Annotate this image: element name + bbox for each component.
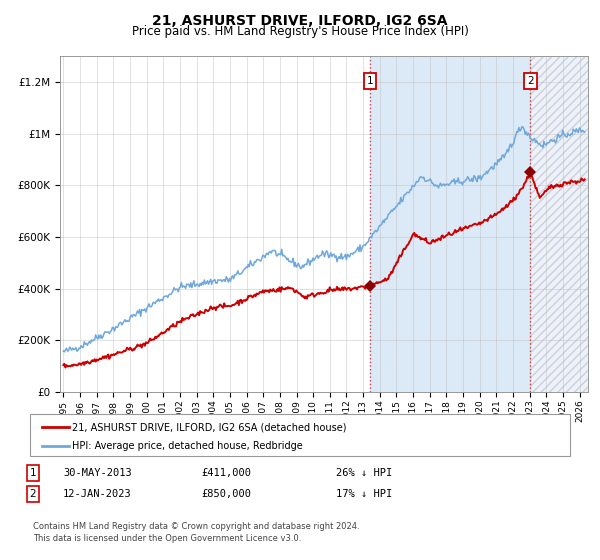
Text: 12-JAN-2023: 12-JAN-2023 bbox=[63, 489, 132, 499]
Text: Contains HM Land Registry data © Crown copyright and database right 2024.
This d: Contains HM Land Registry data © Crown c… bbox=[33, 522, 359, 543]
Text: 2: 2 bbox=[29, 489, 37, 499]
Text: 21, ASHURST DRIVE, ILFORD, IG2 6SA (detached house): 21, ASHURST DRIVE, ILFORD, IG2 6SA (deta… bbox=[72, 422, 347, 432]
Bar bbox=[530, 56, 588, 392]
Text: 30-MAY-2013: 30-MAY-2013 bbox=[63, 468, 132, 478]
Bar bbox=[530, 56, 588, 392]
Text: 2: 2 bbox=[527, 76, 533, 86]
Text: 21, ASHURST DRIVE, ILFORD, IG2 6SA: 21, ASHURST DRIVE, ILFORD, IG2 6SA bbox=[152, 14, 448, 28]
Text: 1: 1 bbox=[29, 468, 37, 478]
Text: 26% ↓ HPI: 26% ↓ HPI bbox=[336, 468, 392, 478]
Text: Price paid vs. HM Land Registry's House Price Index (HPI): Price paid vs. HM Land Registry's House … bbox=[131, 25, 469, 38]
Text: £411,000: £411,000 bbox=[201, 468, 251, 478]
Text: £850,000: £850,000 bbox=[201, 489, 251, 499]
Bar bbox=[370, 56, 530, 392]
Text: HPI: Average price, detached house, Redbridge: HPI: Average price, detached house, Redb… bbox=[72, 441, 303, 451]
Text: 17% ↓ HPI: 17% ↓ HPI bbox=[336, 489, 392, 499]
Text: 1: 1 bbox=[367, 76, 373, 86]
